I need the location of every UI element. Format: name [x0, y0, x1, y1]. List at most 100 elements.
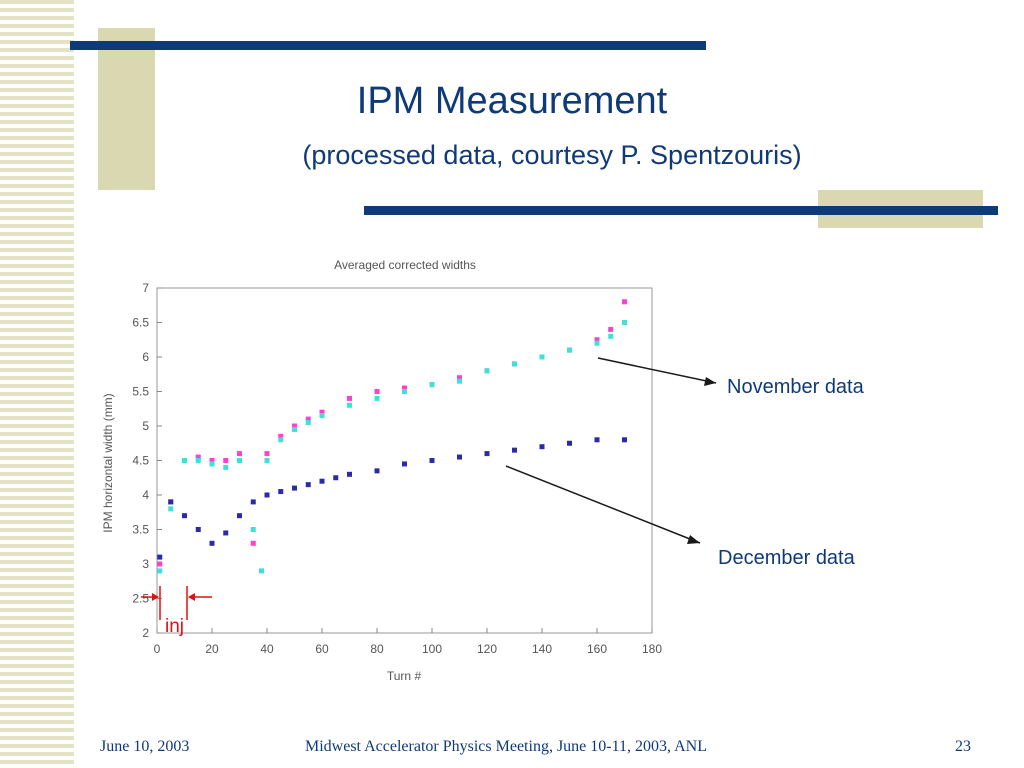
x-tick-label: 180: [642, 642, 662, 656]
data-point-0: [305, 416, 311, 422]
data-point-1: [429, 382, 435, 388]
data-point-2: [319, 478, 325, 484]
november-arrow: [597, 357, 717, 384]
data-point-1: [259, 568, 264, 574]
x-tick-label: 40: [260, 642, 274, 656]
y-tick-label: 5.5: [132, 385, 149, 399]
data-point-1: [484, 368, 490, 374]
data-point-1: [319, 413, 325, 419]
x-tick-label: 20: [205, 642, 219, 656]
y-tick-label: 3.5: [132, 523, 149, 537]
slide-title: IPM Measurement: [356, 80, 668, 122]
decorative-bar-mid: [364, 206, 998, 215]
data-point-1: [168, 506, 174, 512]
data-point-1: [250, 527, 256, 532]
data-point-2: [567, 440, 572, 446]
data-point-2: [195, 527, 201, 532]
data-point-1: [457, 378, 462, 384]
y-tick-label: 7: [142, 281, 149, 295]
data-point-2: [278, 489, 284, 495]
x-tick-label: 100: [422, 642, 442, 656]
inj-arrow-left-head: [152, 593, 159, 601]
data-point-2: [594, 437, 600, 443]
data-point-1: [223, 464, 229, 470]
data-point-1: [622, 320, 627, 325]
data-point-2: [237, 513, 242, 519]
data-point-0: [608, 326, 614, 332]
decorative-bar-top: [70, 41, 706, 50]
chart-title: Averaged corrected widths: [334, 258, 476, 272]
data-point-2: [157, 554, 163, 560]
data-point-1: [305, 420, 311, 426]
data-point-1: [278, 437, 284, 443]
december-arrow-head: [687, 535, 700, 544]
slide-subtitle: (processed data, courtesy P. Spentzouris…: [302, 140, 802, 170]
footer-date: June 10, 2003: [100, 738, 190, 755]
y-tick-label: 3: [142, 557, 149, 571]
y-tick-label: 2.5: [132, 592, 149, 606]
x-tick-label: 120: [477, 642, 497, 656]
inj-arrow-right-head: [188, 593, 195, 601]
december-data-label: December data: [718, 547, 855, 569]
decorative-stripes: [0, 0, 74, 768]
data-point-1: [608, 333, 614, 339]
data-point-2: [292, 485, 297, 491]
y-axis-label: IPM horizontal width (mm): [101, 393, 115, 532]
data-point-2: [374, 468, 380, 474]
x-tick-label: 80: [370, 642, 384, 656]
y-tick-label: 4: [142, 488, 149, 502]
data-point-0: [250, 540, 256, 546]
x-tick-label: 140: [532, 642, 552, 656]
data-point-1: [402, 389, 407, 394]
x-tick-label: 0: [154, 642, 161, 656]
data-point-0: [594, 337, 600, 343]
y-tick-label: 6.5: [132, 316, 149, 330]
data-point-1: [594, 340, 600, 346]
data-point-1: [374, 395, 380, 401]
x-tick-label: 160: [587, 642, 607, 656]
data-point-0: [347, 395, 352, 401]
data-point-2: [347, 471, 352, 477]
decorative-block-left: [98, 28, 155, 190]
data-point-1: [292, 426, 297, 432]
y-tick-label: 4.5: [132, 454, 149, 468]
data-point-2: [333, 475, 339, 481]
data-point-0: [402, 385, 407, 391]
data-point-0: [195, 454, 201, 460]
december-arrow: [505, 465, 701, 544]
november-data-label: November data: [727, 376, 864, 398]
data-point-0: [237, 451, 242, 457]
data-point-2: [305, 482, 311, 488]
data-point-0: [264, 451, 270, 457]
y-tick-label: 5: [142, 419, 149, 433]
data-point-1: [195, 458, 201, 463]
data-point-1: [512, 361, 517, 367]
data-point-2: [209, 540, 215, 546]
data-point-2: [457, 454, 462, 460]
data-point-2: [264, 492, 270, 498]
data-point-2: [402, 461, 407, 467]
data-point-0: [278, 433, 284, 439]
data-point-0: [457, 375, 462, 381]
data-point-2: [182, 513, 187, 519]
x-axis-label: Turn #: [387, 669, 422, 683]
x-tick-label: 60: [315, 642, 329, 656]
data-point-2: [168, 499, 174, 505]
data-point-2: [223, 530, 229, 536]
inj-label: inj: [165, 616, 185, 637]
data-point-0: [319, 409, 325, 415]
data-point-1: [209, 461, 215, 467]
data-point-0: [292, 423, 297, 429]
page-number: 23: [955, 738, 971, 755]
y-tick-label: 2: [142, 626, 149, 640]
data-point-1: [237, 458, 242, 463]
footer-event: Midwest Accelerator Physics Meeting, Jun…: [305, 738, 708, 755]
data-point-2: [539, 444, 545, 450]
data-point-0: [374, 389, 380, 394]
november-arrow-head: [704, 377, 716, 386]
data-point-2: [512, 447, 517, 453]
data-point-1: [182, 458, 187, 463]
data-point-0: [157, 561, 163, 567]
data-point-0: [223, 458, 229, 463]
